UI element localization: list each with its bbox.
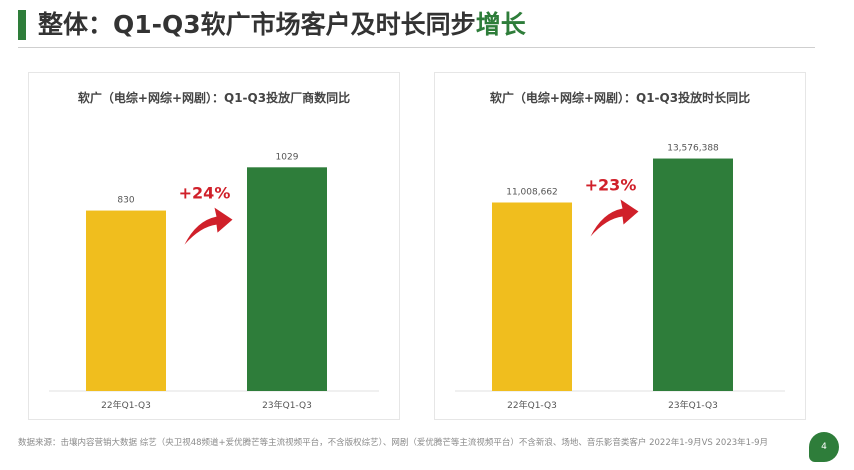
growth-arrow-icon (590, 199, 639, 237)
title-accent-bar (18, 10, 26, 40)
category-tick-label: 23年Q1-Q3 (668, 399, 718, 411)
chart-panel-duration: 软广（电综+网综+网剧）：Q1-Q3投放时长同比 11,008,662 22年Q1… (434, 72, 806, 420)
bar-chart-duration: 11,008,662 22年Q1-Q3 13,576,388 23年Q1-Q3 +23% (455, 144, 785, 411)
value-label: 1029 (276, 152, 299, 162)
value-label: 13,576,388 (667, 144, 719, 154)
growth-arrow-shape (590, 199, 639, 237)
value-label: 11,008,662 (506, 187, 558, 197)
page-number-badge: 4 (809, 432, 839, 462)
title-divider (18, 47, 815, 48)
bar-prior-year (86, 210, 166, 391)
page-title-main: 整体：Q1-Q3软广市场客户及时长同步 (38, 10, 476, 39)
growth-rate-label: +24% (179, 184, 231, 203)
bar-current-year (653, 158, 733, 391)
chart-panel-advertisers: 软广（电综+网综+网剧）：Q1-Q3投放厂商数同比 830 22年Q1-Q3 102… (28, 72, 400, 420)
chart-title: 软广（电综+网综+网剧）：Q1-Q3投放厂商数同比 (77, 91, 351, 105)
value-label: 830 (117, 196, 134, 206)
category-tick-label: 22年Q1-Q3 (101, 399, 151, 411)
page-title-highlight: 增长 (475, 10, 526, 39)
bar-current-year (247, 167, 327, 391)
growth-rate-label: +23% (585, 175, 637, 194)
page-title: 整体：Q1-Q3软广市场客户及时长同步增长 (38, 8, 526, 42)
growth-arrow-shape (184, 207, 233, 245)
data-source-note: 数据来源：击壤内容营销大数据 综艺（央卫视48频道+爱优腾芒等主流视频平台，不含… (18, 438, 769, 448)
category-tick-label: 22年Q1-Q3 (507, 399, 557, 411)
growth-arrow-icon (184, 207, 233, 245)
bar-chart-advertisers: 830 22年Q1-Q3 1029 23年Q1-Q3 +24% (49, 152, 379, 411)
bar-prior-year (492, 202, 572, 391)
chart-title: 软广（电综+网综+网剧）：Q1-Q3投放时长同比 (489, 91, 751, 105)
category-tick-label: 23年Q1-Q3 (262, 399, 312, 411)
